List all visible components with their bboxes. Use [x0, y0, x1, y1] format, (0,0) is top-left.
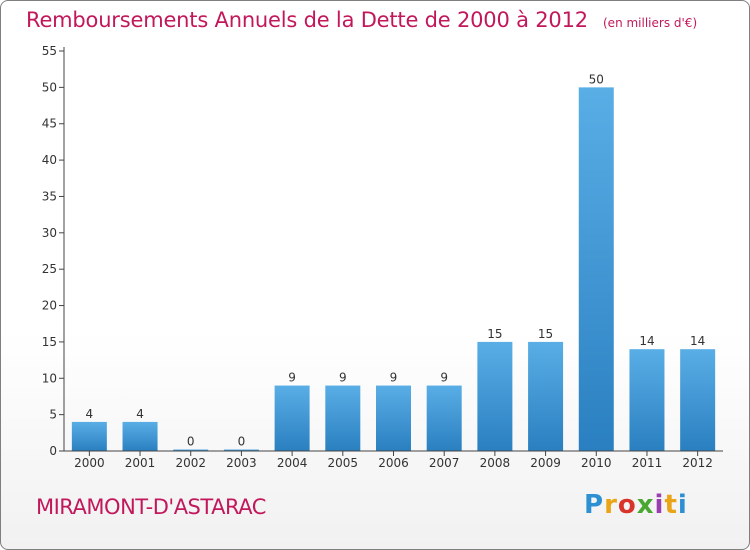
bar-2003	[223, 449, 259, 451]
y-tick-label: 30	[42, 226, 57, 240]
y-tick-label: 45	[42, 117, 57, 131]
y-tick-label: 10	[42, 371, 57, 385]
x-tick-label-2000: 2000	[74, 456, 105, 470]
chart-title: Remboursements Annuels de la Dette de 20…	[26, 8, 588, 32]
bar-2002	[173, 449, 209, 451]
bar-2011	[629, 349, 665, 451]
data-label-2006: 9	[390, 371, 398, 385]
y-tick-label: 0	[49, 444, 57, 458]
data-label-2008: 15	[487, 327, 502, 341]
y-tick-label: 25	[42, 262, 57, 276]
bar-2000	[71, 421, 107, 451]
data-label-2000: 4	[86, 407, 94, 421]
chart-header: Remboursements Annuels de la Dette de 20…	[26, 8, 697, 32]
bars: 4 4 0 0 9 9 9 9 15 15 50 14 14	[71, 72, 716, 451]
x-tick-label-2009: 2009	[530, 456, 561, 470]
y-tick-label: 15	[42, 335, 57, 349]
bar-2004	[274, 385, 310, 451]
x-tick-label-2001: 2001	[125, 456, 156, 470]
x-tick-label-2003: 2003	[226, 456, 257, 470]
bar-2007	[426, 385, 462, 451]
data-label-2010: 50	[589, 72, 604, 86]
x-tick-label-2012: 2012	[682, 456, 713, 470]
place-name: MIRAMONT-D'ASTARAC	[36, 495, 266, 519]
x-tick-label-2008: 2008	[480, 456, 511, 470]
x-tick-label-2011: 2011	[632, 456, 663, 470]
x-tick-label-2006: 2006	[378, 456, 409, 470]
data-label-2012: 14	[690, 334, 705, 348]
y-tick-label: 55	[42, 44, 57, 58]
y-tick-label: 50	[42, 80, 57, 94]
y-tick-label: 40	[42, 153, 57, 167]
data-label-2003: 0	[238, 435, 246, 449]
x-tick-label-2005: 2005	[328, 456, 359, 470]
bar-2001	[122, 421, 158, 451]
data-label-2001: 4	[136, 407, 144, 421]
x-tick-label-2002: 2002	[175, 456, 206, 470]
chart-subtitle: (en milliers d'€)	[603, 16, 698, 30]
data-label-2011: 14	[639, 334, 654, 348]
proxiti-logo[interactable]: Proxiti	[584, 490, 688, 520]
x-tick-label-2010: 2010	[581, 456, 612, 470]
y-tick-label: 5	[49, 408, 57, 422]
data-label-2005: 9	[339, 371, 347, 385]
bar-2009	[528, 341, 564, 451]
bar-2006	[376, 385, 411, 451]
data-label-2007: 9	[440, 371, 448, 385]
bar-2012	[680, 349, 716, 451]
y-tick-label: 35	[42, 189, 57, 203]
bar-2005	[325, 385, 361, 451]
x-axis: 2000 2001 2002 2003 2004 2005 2006 2007 2008 2009…	[64, 450, 723, 470]
y-tick-label: 20	[42, 299, 57, 313]
x-tick-label-2007: 2007	[429, 456, 460, 470]
bar-2010	[578, 87, 614, 451]
y-axis: 0 5 10 15 20 25 30 35 40 45 50 55	[42, 44, 65, 458]
x-tick-label-2004: 2004	[277, 456, 308, 470]
bar-2008	[477, 341, 513, 451]
data-label-2002: 0	[187, 435, 195, 449]
data-label-2004: 9	[288, 371, 296, 385]
data-label-2009: 15	[538, 327, 553, 341]
